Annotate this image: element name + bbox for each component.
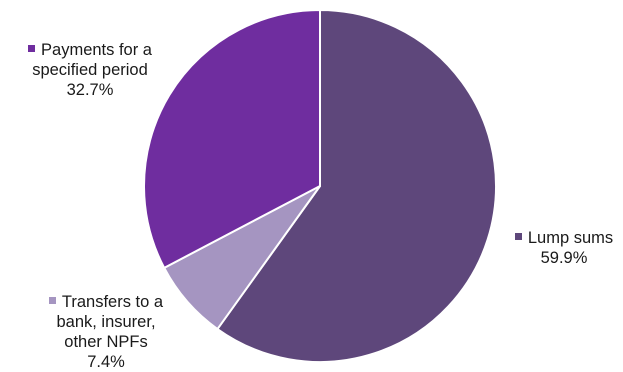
- label-lump-sums-line-1: Lump sums: [527, 229, 614, 247]
- label-transfers-value: 7.4%: [87, 353, 125, 371]
- label-payments-line-1: Payments for a: [41, 41, 152, 59]
- label-transfers-line-2: bank, insurer,: [56, 313, 156, 331]
- label-transfers: Transfers to a bank, insurer, other NPFs…: [38, 292, 174, 372]
- label-payments-value: 32.7%: [66, 81, 114, 99]
- label-lump-sums-value: 59.9%: [540, 249, 588, 267]
- label-payments-line-2: specified period: [32, 61, 148, 79]
- pie-slice-payments: [143, 8, 321, 270]
- legend-swatch-payments: [28, 45, 36, 53]
- pie-slice-lump: [216, 8, 498, 363]
- label-transfers-line-3: other NPFs: [64, 333, 148, 351]
- legend-swatch-lump-sums: [514, 233, 522, 241]
- label-transfers-line-1: Transfers to a: [61, 293, 164, 311]
- legend-swatch-transfers: [48, 297, 56, 305]
- label-payments: Payments for a specified period 32.7%: [4, 40, 176, 100]
- pie-slices: [143, 8, 498, 363]
- label-lump-sums: Lump sums 59.9%: [504, 228, 623, 268]
